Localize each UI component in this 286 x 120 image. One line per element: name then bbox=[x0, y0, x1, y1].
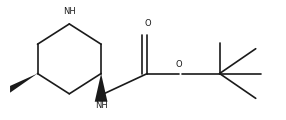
Text: O: O bbox=[176, 60, 182, 69]
Text: NH: NH bbox=[63, 7, 76, 16]
Polygon shape bbox=[10, 74, 37, 93]
Text: NH: NH bbox=[95, 101, 108, 110]
Text: O: O bbox=[144, 19, 151, 28]
Polygon shape bbox=[95, 74, 108, 102]
